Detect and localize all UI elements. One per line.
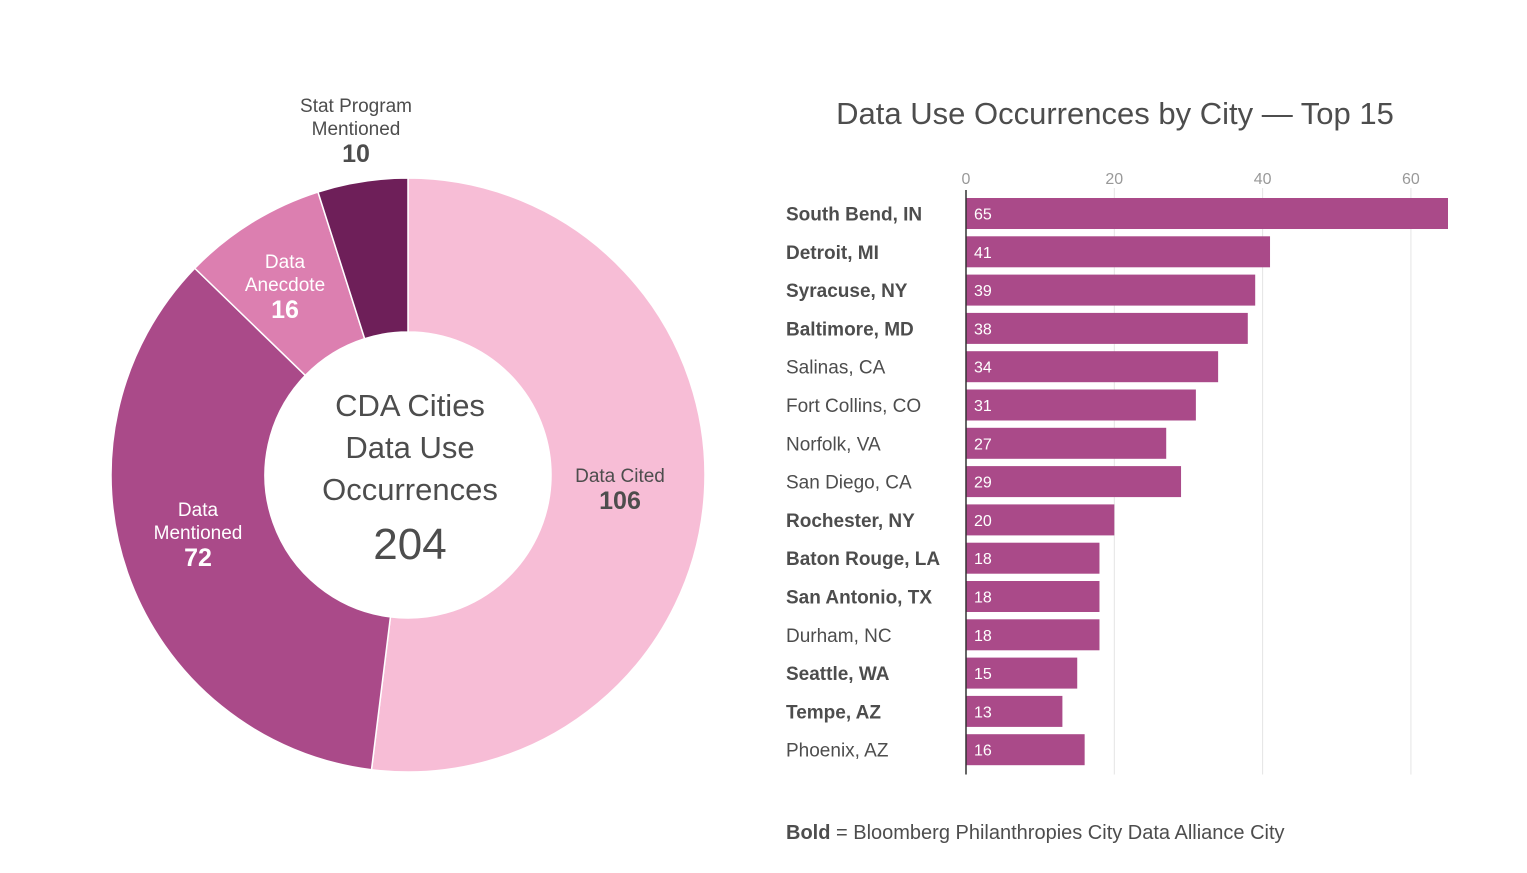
donut-slice-label-text: Data Cited <box>575 466 665 487</box>
category-label: Baltimore, MD <box>786 319 914 340</box>
bar <box>966 695 1063 727</box>
bar-chart-title: Data Use Occurrences by City — Top 15 <box>836 96 1394 131</box>
bar <box>966 734 1085 766</box>
category-label: Salinas, CA <box>786 358 886 379</box>
category-label: San Diego, CA <box>786 473 912 494</box>
category-label: Baton Rouge, LA <box>786 549 940 570</box>
bar-value-label: 18 <box>974 590 992 607</box>
donut-center-title: CDA Cities Data Use Occurrences <box>280 385 540 511</box>
category-label: Rochester, NY <box>786 511 915 532</box>
bar <box>966 274 1256 306</box>
category-label: South Bend, IN <box>786 205 922 226</box>
donut-slice-value: 72 <box>184 544 212 572</box>
bar <box>966 351 1219 383</box>
donut-slice-value: 106 <box>599 487 641 515</box>
category-label: Fort Collins, CO <box>786 396 921 417</box>
x-tick-label: 20 <box>1105 171 1123 188</box>
bar <box>966 581 1100 612</box>
category-label: Phoenix, AZ <box>786 741 889 762</box>
donut-slice-label-text: Data <box>178 500 219 521</box>
donut-slice-value: 16 <box>271 296 299 324</box>
category-label: Seattle, WA <box>786 664 890 685</box>
donut-slice-label-text: Mentioned <box>312 119 401 140</box>
donut-center-total: 204 <box>373 520 447 569</box>
bar-value-label: 13 <box>974 704 992 721</box>
bar <box>966 657 1078 689</box>
donut-slice-label-text: Mentioned <box>154 523 243 544</box>
bar <box>966 619 1100 651</box>
donut-center-title-line: Occurrences <box>322 472 498 507</box>
footnote-bold: Bold <box>786 822 831 844</box>
bar <box>966 504 1115 536</box>
bar-value-label: 15 <box>974 666 992 683</box>
donut-slice-label-text: Stat Program <box>300 96 412 117</box>
x-tick-label: 0 <box>962 171 971 188</box>
footnote: Bold = Bloomberg Philanthropies City Dat… <box>786 822 1285 845</box>
category-label: Tempe, AZ <box>786 702 881 723</box>
bar-value-label: 65 <box>974 207 992 224</box>
donut-slice-label-text: Anecdote <box>245 275 325 296</box>
bar-value-label: 20 <box>974 513 992 530</box>
bar-value-label: 31 <box>974 398 992 415</box>
category-label: Durham, NC <box>786 626 892 647</box>
bar <box>966 466 1182 498</box>
bar-value-label: 41 <box>974 245 992 262</box>
donut-slice <box>110 267 392 771</box>
x-tick-label: 40 <box>1254 171 1272 188</box>
donut-slice-label-text: Data <box>265 252 306 273</box>
donut-chart: Data Cited106DataMentioned72DataAnecdote… <box>110 96 706 773</box>
bar <box>966 312 1248 344</box>
category-label: Detroit, MI <box>786 243 879 264</box>
bar-value-label: 18 <box>974 628 992 645</box>
category-label: Syracuse, NY <box>786 281 908 302</box>
donut-center-title-line: CDA Cities <box>335 388 485 423</box>
bar <box>966 389 1196 421</box>
bar-value-label: 16 <box>974 743 992 760</box>
bar-chart: 0 20 40 60 65 South Bend, IN 41 Detroit, MI 39 Sy… <box>786 171 1448 775</box>
bar-value-label: 34 <box>974 360 992 377</box>
bar-value-label: 39 <box>974 283 992 300</box>
category-label: San Antonio, TX <box>786 588 932 609</box>
x-tick-label: 60 <box>1402 171 1420 188</box>
bar-value-label: 18 <box>974 551 992 568</box>
bar-value-label: 29 <box>974 475 992 492</box>
bar <box>966 236 1271 268</box>
donut-slice <box>370 177 706 773</box>
category-label: Norfolk, VA <box>786 434 881 455</box>
bar <box>966 542 1100 574</box>
bar <box>966 198 1448 229</box>
donut-center-title-line: Data Use <box>345 430 475 465</box>
footnote-text: = Bloomberg Philanthropies City Data All… <box>830 822 1285 844</box>
donut-slice-value: 10 <box>342 140 370 168</box>
bar-value-label: 27 <box>974 436 992 453</box>
donut-slice <box>317 177 409 340</box>
bar <box>966 427 1167 459</box>
bar-value-label: 38 <box>974 321 992 338</box>
